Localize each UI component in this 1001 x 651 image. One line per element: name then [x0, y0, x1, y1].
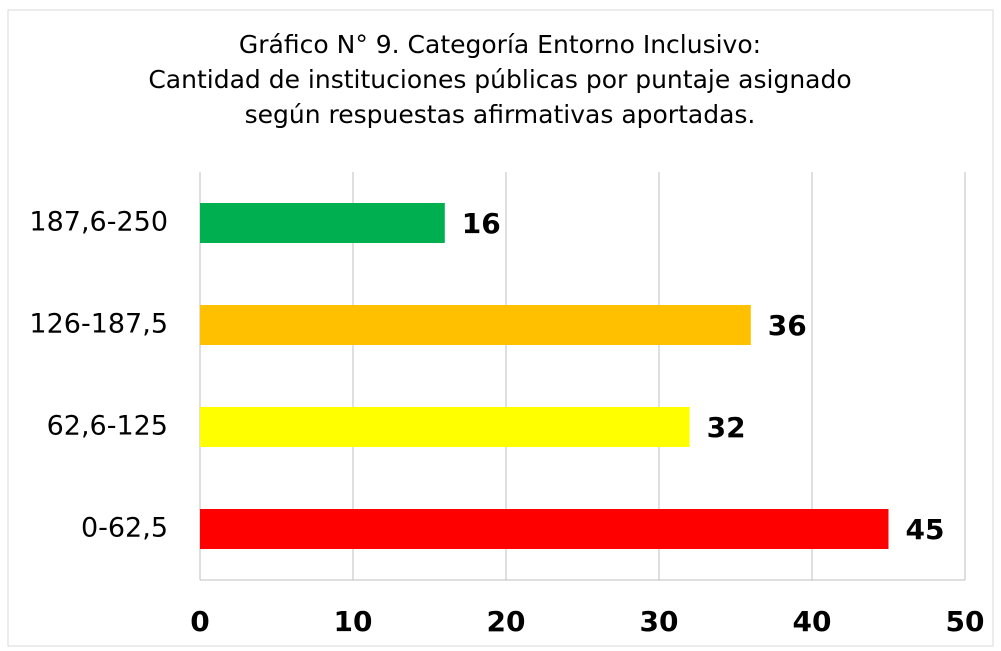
data-label: 16: [462, 207, 501, 240]
data-label: 45: [906, 513, 945, 546]
x-tick-label: 30: [640, 605, 679, 638]
data-label: 32: [707, 411, 746, 444]
y-tick-label: 0-62,5: [81, 513, 168, 544]
chart-title: Gráfico N° 9. Categoría Entorno Inclusiv…: [239, 30, 761, 59]
chart-title: según respuestas afirmativas aportadas.: [245, 100, 756, 129]
bar: [200, 203, 445, 243]
bar: [200, 509, 889, 549]
x-tick-label: 0: [190, 605, 209, 638]
y-tick-label: 187,6-250: [29, 207, 168, 238]
x-tick-label: 20: [487, 605, 526, 638]
chart-title: Cantidad de instituciones públicas por p…: [148, 65, 851, 94]
bar: [200, 305, 751, 345]
x-tick-label: 40: [793, 605, 832, 638]
bar: [200, 407, 690, 447]
y-tick-label: 62,6-125: [47, 411, 168, 442]
data-label: 36: [768, 309, 807, 342]
x-tick-label: 50: [946, 605, 985, 638]
x-tick-label: 10: [334, 605, 373, 638]
y-tick-label: 126-187,5: [29, 309, 168, 340]
